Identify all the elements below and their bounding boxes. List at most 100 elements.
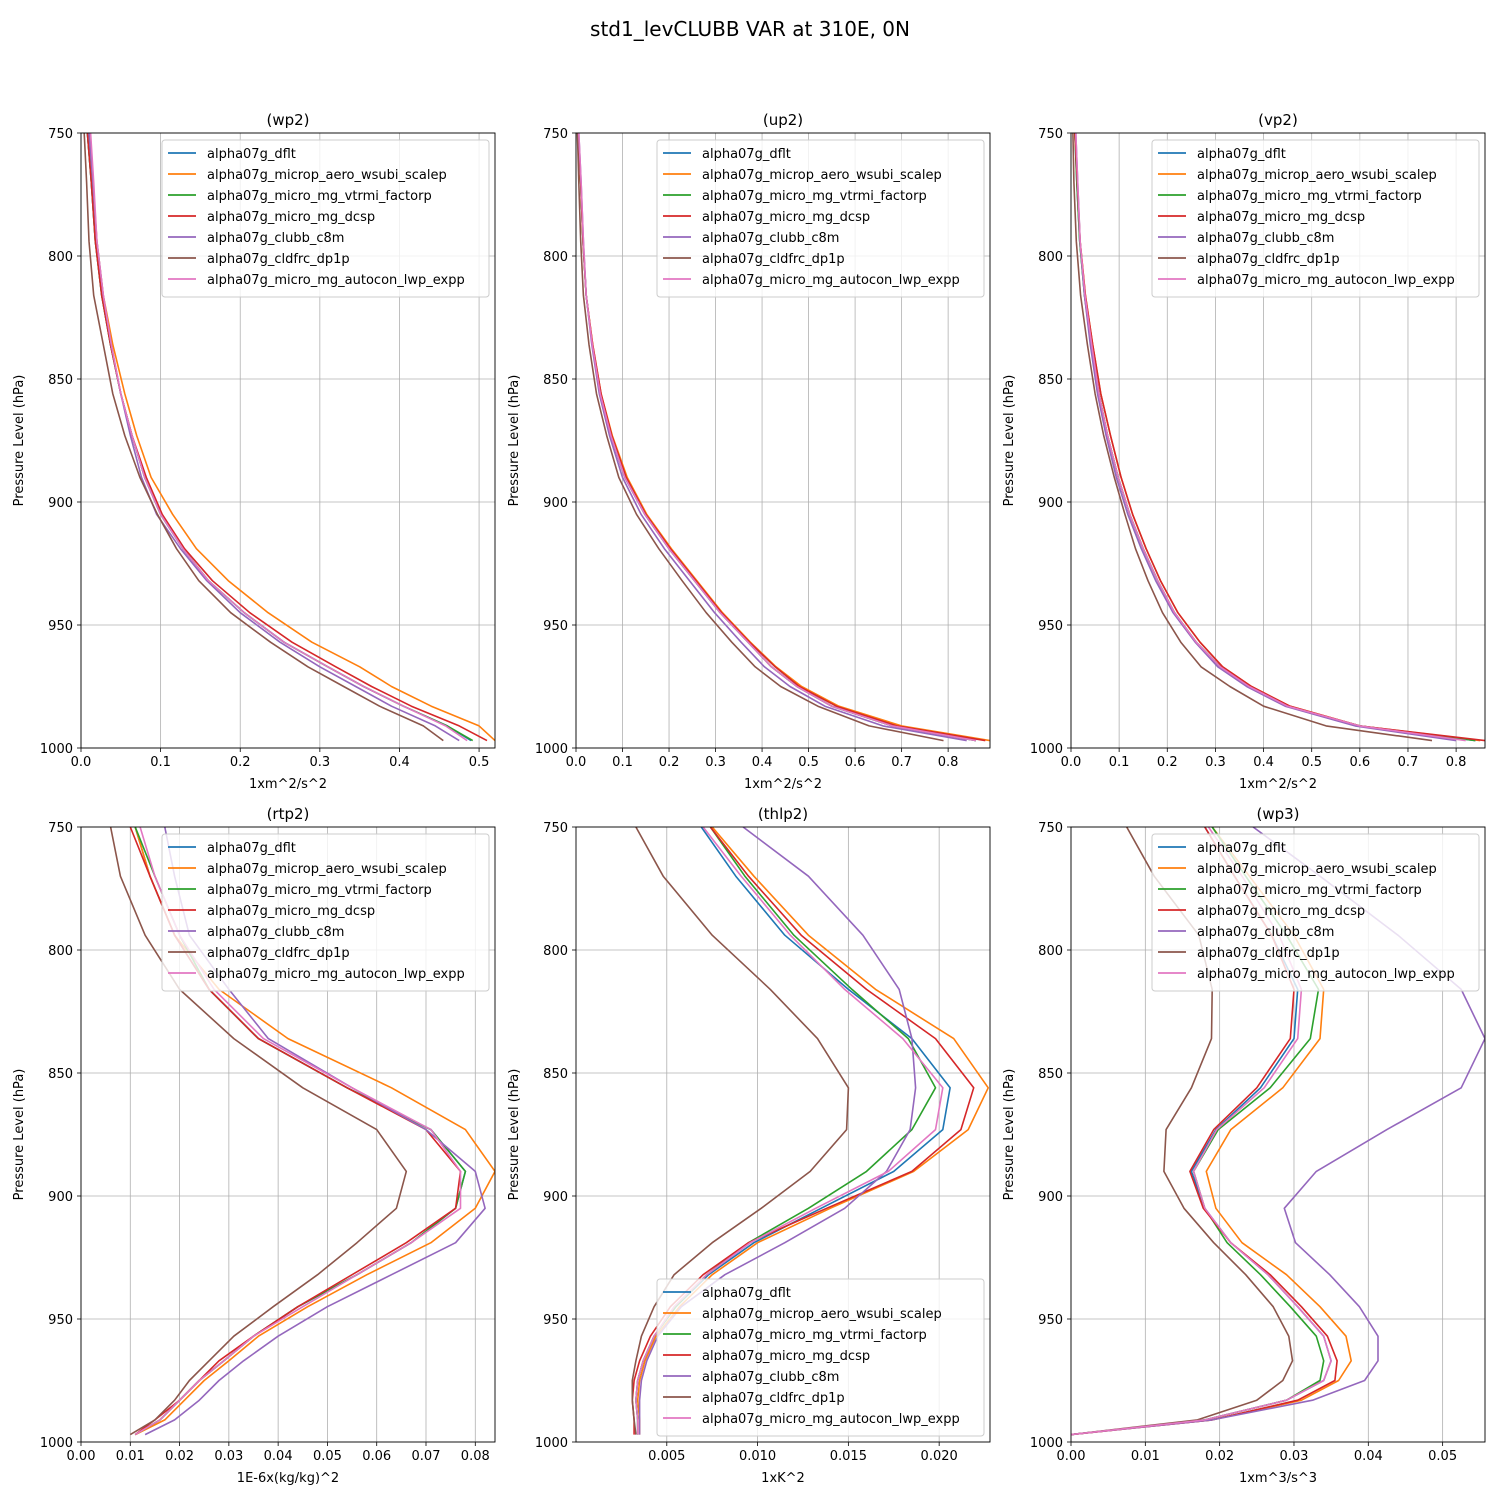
y-tick-label: 800 bbox=[48, 250, 73, 265]
x-tick-label: 0.0 bbox=[566, 755, 587, 770]
x-tick-label: 0.3 bbox=[705, 755, 726, 770]
y-axis-label: Pressure Level (hPa) bbox=[507, 1069, 522, 1201]
legend-label: alpha07g_micro_mg_autocon_lwp_expp bbox=[1197, 273, 1455, 288]
y-tick-label: 950 bbox=[48, 619, 73, 634]
axes-frame bbox=[575, 132, 991, 749]
series-lines bbox=[576, 133, 990, 742]
x-tick-label: 0.2 bbox=[1157, 755, 1178, 770]
x-tick-label: 0.010 bbox=[739, 1449, 776, 1464]
legend-label: alpha07g_dflt bbox=[207, 841, 296, 856]
legend-label: alpha07g_micro_mg_autocon_lwp_expp bbox=[702, 1412, 960, 1427]
legend-label: alpha07g_dflt bbox=[702, 1286, 791, 1301]
series-line-alpha07g_cldfrc_dp1p bbox=[1072, 133, 1433, 742]
legend-label: alpha07g_micro_mg_dcsp bbox=[702, 1349, 870, 1364]
x-tick-label: 0.015 bbox=[830, 1449, 867, 1464]
legend-label: alpha07g_micro_mg_dcsp bbox=[1197, 210, 1365, 225]
y-tick-label: 800 bbox=[48, 944, 73, 959]
y-tick-label: 1000 bbox=[535, 1436, 568, 1451]
legend-label: alpha07g_micro_mg_vtrmi_factorp bbox=[1197, 189, 1422, 204]
legend-label: alpha07g_clubb_c8m bbox=[207, 231, 344, 246]
x-tick-label: 0.5 bbox=[1301, 755, 1322, 770]
series-line-alpha07g_microp_aero_wsubi_scalep bbox=[636, 827, 990, 1435]
axes-frame bbox=[1070, 132, 1486, 749]
x-tick-label: 0.06 bbox=[362, 1449, 391, 1464]
x-axis-label: 1xm^2/s^2 bbox=[249, 777, 327, 792]
series-line-alpha07g_cldfrc_dp1p bbox=[83, 133, 444, 742]
x-tick-label: 0.01 bbox=[116, 1449, 145, 1464]
legend-label: alpha07g_dflt bbox=[207, 147, 296, 162]
series-line-alpha07g_micro_mg_autocon_lwp_expp bbox=[635, 827, 944, 1435]
series-lines bbox=[83, 133, 495, 742]
y-tick-label: 750 bbox=[48, 127, 73, 142]
series-lines bbox=[1072, 133, 1485, 742]
x-axis-label: 1xm^2/s^2 bbox=[744, 777, 822, 792]
series-line-alpha07g_clubb_c8m bbox=[638, 827, 917, 1435]
y-tick-label: 800 bbox=[1038, 250, 1063, 265]
x-axis-label: 1xK^2 bbox=[761, 1471, 805, 1486]
axes-frame bbox=[80, 132, 496, 749]
y-axis-label: Pressure Level (hPa) bbox=[1002, 375, 1017, 507]
legend-label: alpha07g_cldfrc_dp1p bbox=[1197, 946, 1340, 961]
legend-label: alpha07g_micro_mg_autocon_lwp_expp bbox=[1197, 967, 1455, 982]
x-tick-label: 0.005 bbox=[648, 1449, 685, 1464]
y-tick-label: 850 bbox=[543, 373, 568, 388]
x-tick-label: 0.02 bbox=[165, 1449, 194, 1464]
y-tick-label: 950 bbox=[1038, 619, 1063, 634]
y-tick-label: 750 bbox=[543, 127, 568, 142]
y-tick-label: 850 bbox=[48, 373, 73, 388]
x-tick-label: 0.3 bbox=[310, 755, 331, 770]
x-axis-label: 1xm^3/s^3 bbox=[1239, 1471, 1317, 1486]
legend: alpha07g_dflt alpha07g_microp_aero_wsubi_… bbox=[656, 1278, 985, 1437]
x-tick-label: 0.8 bbox=[938, 755, 959, 770]
series-line-alpha07g_micro_mg_dcsp bbox=[631, 827, 975, 1435]
legend-label: alpha07g_micro_mg_vtrmi_factorp bbox=[207, 189, 432, 204]
axes-frame bbox=[80, 826, 496, 1443]
legend-label: alpha07g_clubb_c8m bbox=[207, 925, 344, 940]
x-tick-label: 0.07 bbox=[412, 1449, 441, 1464]
legend-label: alpha07g_microp_aero_wsubi_scalep bbox=[1197, 862, 1437, 877]
legend-box bbox=[161, 833, 490, 992]
figure-title: std1_levCLUBB VAR at 310E, 0N bbox=[590, 17, 910, 41]
subplot-wp3: 0.00 0.01 0.02 0.03 0.04 0.05 750 800 850 900 950 1… bbox=[1002, 805, 1486, 1486]
y-tick-label: 750 bbox=[543, 821, 568, 836]
series-line-alpha07g_cldfrc_dp1p bbox=[576, 133, 944, 742]
legend-label: alpha07g_dflt bbox=[1197, 841, 1286, 856]
y-tick-label: 800 bbox=[1038, 944, 1063, 959]
axes-frame bbox=[1070, 826, 1486, 1443]
subplot-thlp2: 0.005 0.010 0.015 0.020 750 800 850 900 950 1000 (… bbox=[507, 805, 991, 1486]
legend-label: alpha07g_dflt bbox=[1197, 147, 1286, 162]
y-tick-label: 900 bbox=[48, 1190, 73, 1205]
y-tick-label: 750 bbox=[1038, 821, 1063, 836]
y-axis-label: Pressure Level (hPa) bbox=[507, 375, 522, 507]
x-tick-label: 0.1 bbox=[612, 755, 633, 770]
subplot-title: (up2) bbox=[763, 111, 803, 129]
legend-label: alpha07g_microp_aero_wsubi_scalep bbox=[1197, 168, 1437, 183]
legend-label: alpha07g_microp_aero_wsubi_scalep bbox=[207, 862, 447, 877]
x-tick-label: 0.6 bbox=[1349, 755, 1370, 770]
legend-label: alpha07g_cldfrc_dp1p bbox=[1197, 252, 1340, 267]
series-line-alpha07g_micro_mg_dcsp bbox=[86, 133, 488, 742]
x-tick-label: 0.05 bbox=[313, 1449, 342, 1464]
x-tick-label: 0.0 bbox=[71, 755, 92, 770]
subplot-title: (vp2) bbox=[1258, 111, 1298, 129]
y-tick-label: 750 bbox=[1038, 127, 1063, 142]
x-tick-label: 0.6 bbox=[845, 755, 866, 770]
x-tick-label: 0.3 bbox=[1205, 755, 1226, 770]
x-tick-label: 0.2 bbox=[230, 755, 251, 770]
legend-label: alpha07g_microp_aero_wsubi_scalep bbox=[702, 168, 942, 183]
x-tick-label: 0.0 bbox=[1061, 755, 1082, 770]
x-tick-label: 0.7 bbox=[891, 755, 912, 770]
y-tick-label: 850 bbox=[1038, 373, 1063, 388]
y-tick-label: 1000 bbox=[40, 1436, 73, 1451]
x-tick-label: 0.4 bbox=[389, 755, 410, 770]
x-tick-label: 0.1 bbox=[150, 755, 171, 770]
legend-label: alpha07g_micro_mg_vtrmi_factorp bbox=[207, 883, 432, 898]
legend-label: alpha07g_micro_mg_dcsp bbox=[1197, 904, 1365, 919]
x-tick-label: 0.4 bbox=[752, 755, 773, 770]
y-tick-label: 900 bbox=[543, 1190, 568, 1205]
subplot-vp2: 0.0 0.1 0.2 0.3 0.4 0.5 0.6 0.7 0.8 750 800 850 900 9… bbox=[1002, 111, 1486, 792]
x-axis-label: 1xm^2/s^2 bbox=[1239, 777, 1317, 792]
subplot-title: (thlp2) bbox=[758, 805, 808, 823]
x-tick-label: 0.05 bbox=[1428, 1449, 1457, 1464]
